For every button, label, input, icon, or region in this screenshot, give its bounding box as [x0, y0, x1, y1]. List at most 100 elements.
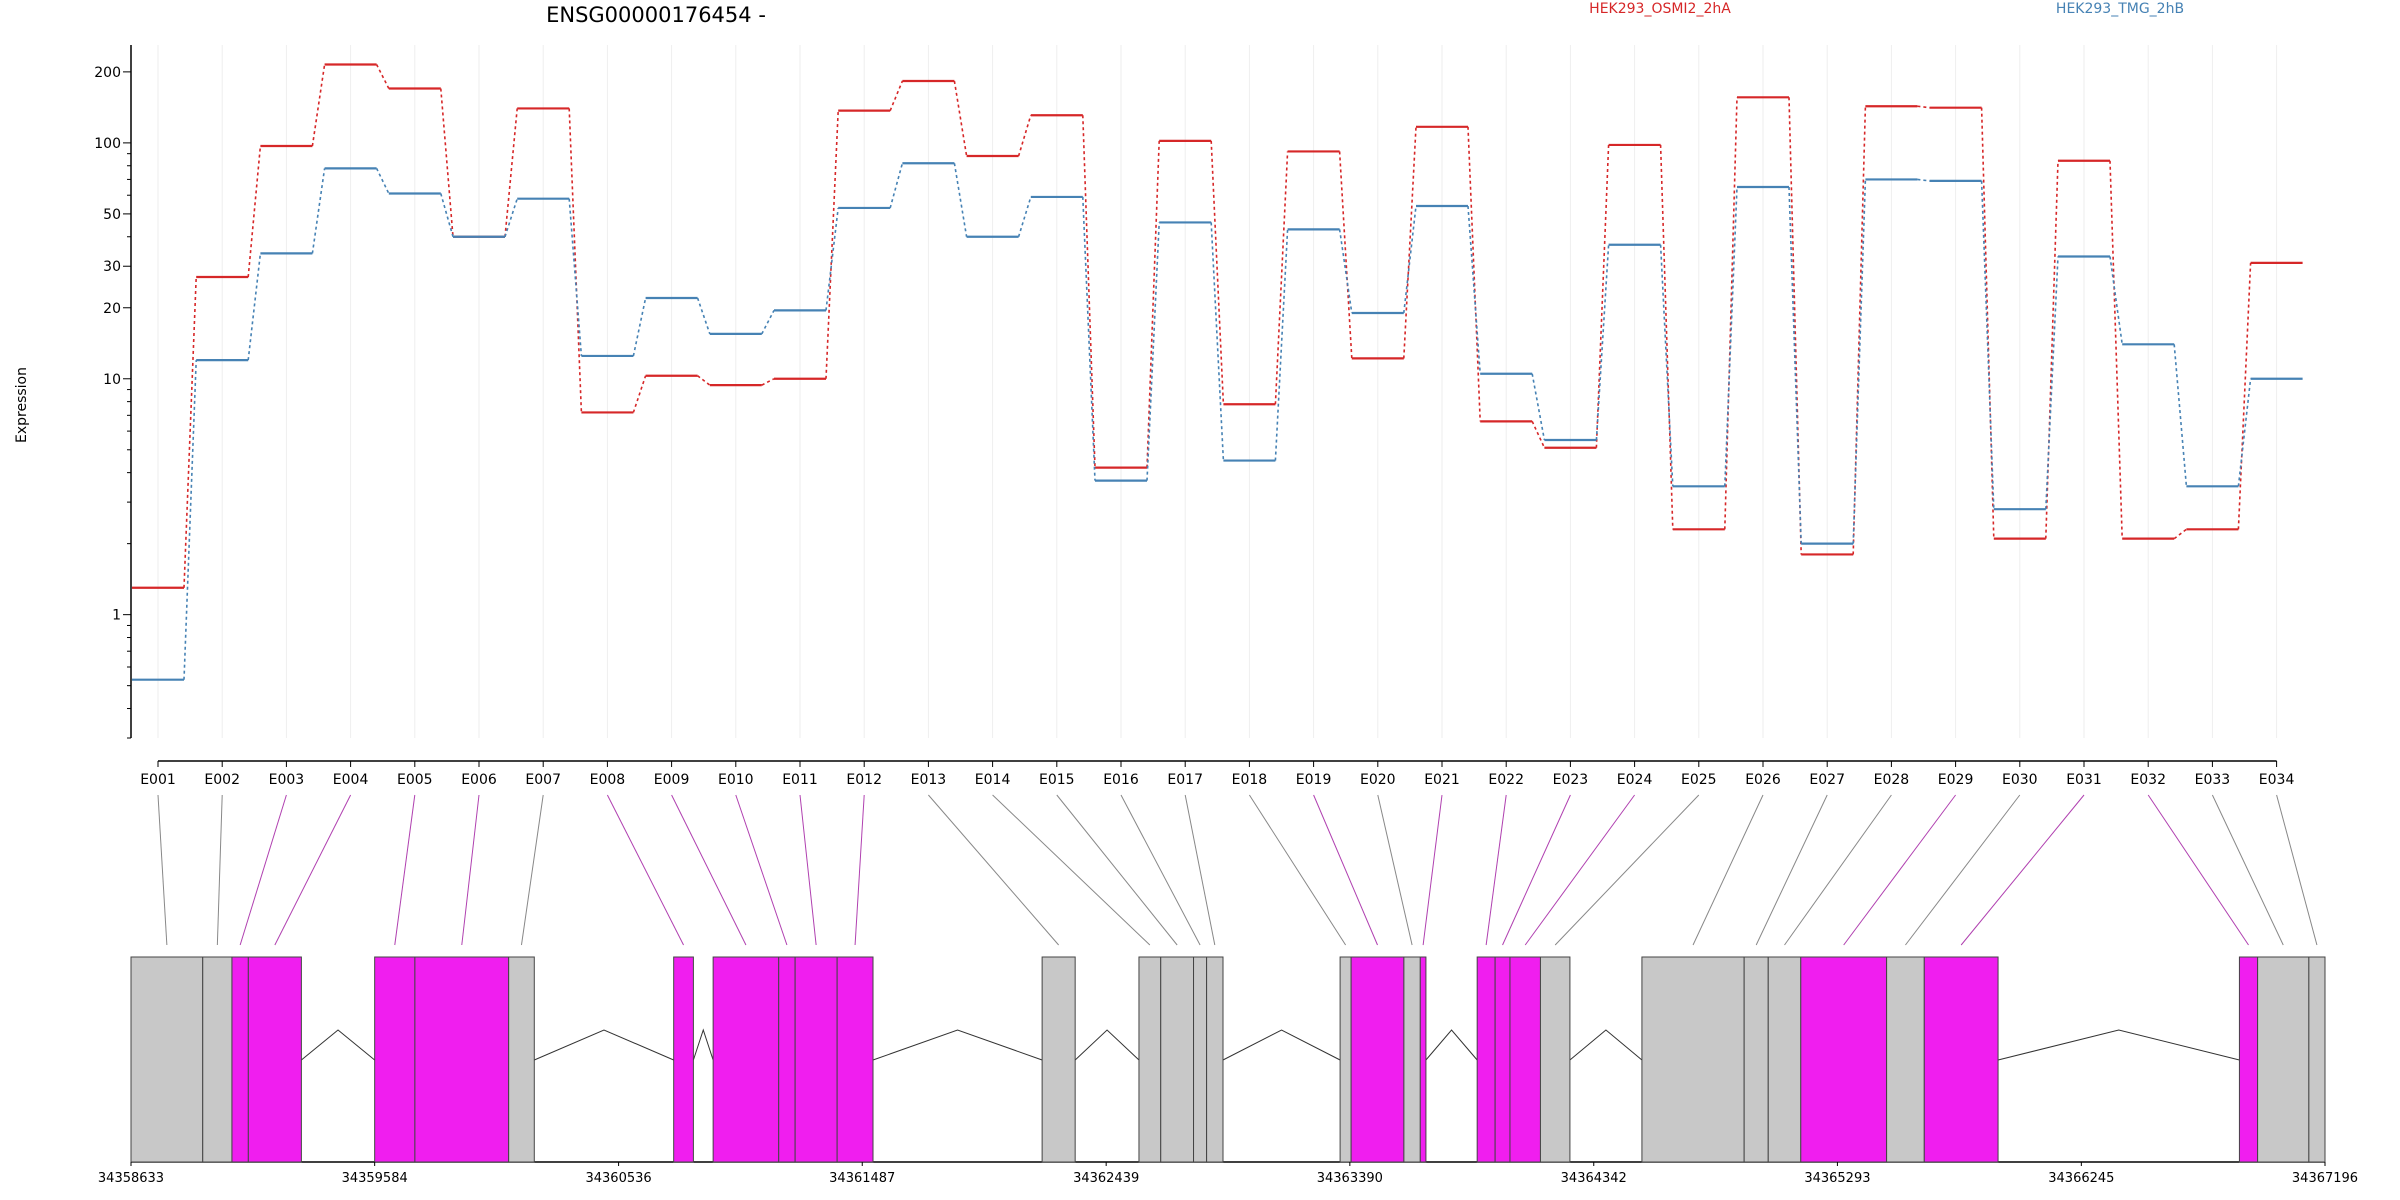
transition [1531, 373, 1546, 441]
x-tick-label-E004: E004 [333, 772, 369, 788]
x-axis: E001 E002 E003 E004 E005 E006 E007 E008 E009 E010… [140, 760, 2294, 788]
transition [889, 80, 904, 111]
connector-E023 [1502, 794, 1571, 946]
exon-E006 [414, 956, 510, 1163]
exon-connectors [157, 794, 2318, 946]
transition [1403, 126, 1417, 359]
x-tick-label-E019: E019 [1296, 772, 1332, 788]
transition [953, 163, 968, 237]
x-tick-label-E026: E026 [1745, 772, 1781, 788]
connector-E032 [2147, 794, 2249, 946]
x-tick-label-E029: E029 [1938, 772, 1974, 788]
transition [953, 80, 968, 157]
coordinate-label: 34366245 [2048, 1171, 2114, 1186]
y-tick-label: 20 [103, 301, 121, 317]
connector-E019 [1313, 794, 1378, 946]
series-HEK293_TMG_2hB [132, 162, 2303, 681]
connector-E033 [2211, 794, 2284, 946]
coordinate-label: 34359584 [342, 1171, 408, 1186]
transition [632, 375, 647, 413]
connector-E016 [1120, 794, 1201, 946]
x-tick-label-E023: E023 [1553, 772, 1589, 788]
transition [632, 297, 647, 357]
exon-E018 [1339, 956, 1352, 1163]
exon-E015 [1160, 956, 1195, 1163]
x-tick-label-E005: E005 [397, 772, 433, 788]
transition [2109, 160, 2123, 539]
exon-E032 [2238, 956, 2259, 1163]
exon-E002 [202, 956, 233, 1163]
connector-E004 [274, 794, 352, 946]
connector-E003 [239, 794, 287, 946]
exon-E020 [1403, 956, 1421, 1163]
exon-E021 [1419, 956, 1427, 1163]
connector-E008 [606, 794, 684, 946]
x-tick-label-E006: E006 [461, 772, 497, 788]
x-tick-label-E012: E012 [846, 772, 882, 788]
transition [440, 193, 454, 237]
x-tick-label-E018: E018 [1232, 772, 1268, 788]
exon-E034 [2308, 956, 2326, 1163]
connector-E011 [799, 794, 817, 946]
legend-series-1: HEK293_OSMI2_2hA [1589, 1, 1731, 17]
exon-E008 [673, 956, 694, 1163]
y-tick-label: 100 [94, 136, 121, 152]
connector-E013 [928, 794, 1060, 946]
chart-title: ENSG00000176454 - [546, 3, 766, 27]
transition [311, 64, 326, 147]
intron-line [1222, 1029, 1341, 1061]
transition [247, 145, 262, 278]
transition [440, 88, 454, 237]
transition [696, 297, 711, 335]
exon-E031 [1923, 956, 1999, 1163]
coordinate-label: 34367196 [2292, 1171, 2358, 1186]
intron-line [1569, 1029, 1643, 1061]
transition [1146, 222, 1160, 481]
coordinate-label: 34364342 [1561, 1171, 1627, 1186]
connector-E014 [992, 794, 1151, 946]
transition [1017, 114, 1032, 157]
connector-E012 [854, 794, 865, 946]
legend-series-2: HEK293_TMG_2hB [2056, 1, 2184, 17]
exon-E011 [794, 956, 838, 1163]
coordinate-label: 34362439 [1073, 1171, 1139, 1186]
transition [825, 110, 839, 379]
connector-E020 [1377, 794, 1413, 946]
connector-E025 [1554, 794, 1700, 946]
connector-E005 [394, 794, 416, 946]
transition [889, 163, 904, 209]
transition [825, 207, 839, 311]
transition [1980, 180, 1995, 510]
coordinate-label: 34363390 [1317, 1171, 1383, 1186]
transition [1210, 140, 1225, 405]
transition [247, 253, 262, 361]
x-tick-label-E013: E013 [911, 772, 947, 788]
intron-line [1425, 1029, 1478, 1061]
connector-E007 [520, 794, 544, 946]
intron-line [534, 1029, 674, 1061]
exon-E010 [778, 956, 796, 1163]
exon-E029 [1800, 956, 1888, 1163]
coordinate-label: 34358633 [98, 1171, 164, 1186]
transition [1146, 140, 1160, 468]
transition [2045, 256, 2059, 510]
transition [1852, 179, 1867, 544]
exon-E005 [374, 956, 416, 1163]
series-lines [132, 63, 2303, 681]
connector-E010 [735, 794, 788, 946]
exon-E024 [1509, 956, 1541, 1163]
transition [1274, 151, 1289, 405]
transition [1210, 222, 1225, 461]
exon-E028 [1767, 956, 1802, 1163]
connector-E017 [1184, 794, 1216, 946]
x-tick-label-E011: E011 [782, 772, 818, 788]
connector-E021 [1422, 794, 1443, 946]
transition [761, 309, 775, 335]
x-tick-label-E002: E002 [204, 772, 240, 788]
transition [1852, 106, 1867, 555]
x-tick-label-E003: E003 [269, 772, 305, 788]
transition [2237, 378, 2252, 487]
x-tick-label-E015: E015 [1039, 772, 1075, 788]
transition [1467, 126, 1481, 422]
